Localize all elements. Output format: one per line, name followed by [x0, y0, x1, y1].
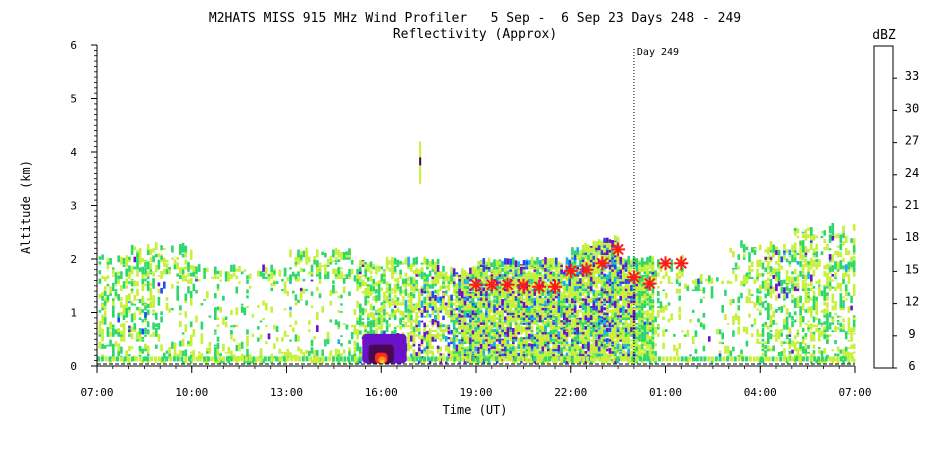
colorbar: dBZ 6 9 12 15 18 21 24 27 30 33	[872, 28, 919, 373]
day-boundary: Day 249	[633, 47, 679, 366]
chart-title: M2HATS MISS 915 MHz Wind Profiler 5 Sep …	[209, 11, 741, 26]
boundary-layer-marker	[611, 242, 626, 257]
colorbar-tick-label: 21	[905, 198, 919, 212]
axes: 0 1 2 3 4 5 6 07:00 10:00 13:00 16:00 19:00 22:00 01:…	[70, 39, 871, 399]
boundary-layer-marker	[563, 263, 578, 278]
colorbar-tick-label: 33	[905, 69, 919, 83]
boundary-layer-marker	[626, 270, 641, 285]
boundary-layer-markers	[469, 242, 689, 294]
colorbar-tick-label: 12	[905, 295, 919, 309]
boundary-layer-marker	[579, 262, 594, 277]
x-axis-label: Time (UT)	[442, 403, 507, 417]
reflectivity-field	[97, 141, 856, 364]
boundary-layer-marker	[469, 277, 483, 292]
colorbar-tick-label: 24	[905, 166, 919, 180]
day-marker-label: Day 249	[637, 47, 679, 58]
colorbar-tick-label: 15	[905, 262, 919, 276]
boundary-layer-marker	[548, 279, 562, 294]
boundary-layer-marker	[516, 278, 531, 293]
y-tick-label: 5	[70, 93, 77, 106]
colorbar-tick-label: 18	[905, 230, 919, 244]
x-tick-label: 07:00	[80, 386, 113, 399]
boundary-layer-marker	[658, 256, 673, 271]
y-tick-label: 1	[70, 307, 77, 320]
colorbar-tick-label: 27	[905, 134, 919, 148]
chart-subtitle: Reflectivity (Approx)	[393, 27, 557, 42]
x-tick-label: 22:00	[554, 386, 587, 399]
y-tick-label: 2	[70, 253, 77, 266]
x-tick-label: 19:00	[459, 386, 492, 399]
y-axis-label: Altitude (km)	[19, 160, 33, 254]
colorbar-title: dBZ	[872, 28, 896, 43]
y-tick-label: 3	[70, 200, 77, 213]
boundary-layer-marker	[674, 256, 689, 271]
x-tick-label: 07:00	[838, 386, 871, 399]
boundary-layer-marker	[595, 256, 610, 271]
boundary-layer-marker	[484, 277, 499, 292]
colorbar-tick-label: 6	[908, 359, 915, 373]
colorbar-tick-label: 30	[905, 101, 919, 115]
x-tick-label: 01:00	[649, 386, 682, 399]
x-tick-label: 04:00	[744, 386, 777, 399]
boundary-layer-marker	[500, 277, 515, 292]
x-tick-label: 13:00	[270, 386, 303, 399]
x-tick-label: 10:00	[175, 386, 208, 399]
colorbar-frame	[873, 45, 894, 369]
boundary-layer-marker	[532, 279, 547, 294]
y-tick-label: 4	[70, 146, 77, 159]
boundary-layer-marker	[642, 276, 657, 291]
y-tick-label: 0	[70, 360, 77, 373]
colorbar-tick-label: 9	[908, 327, 915, 341]
y-tick-label: 6	[70, 39, 77, 52]
x-tick-label: 16:00	[365, 386, 398, 399]
